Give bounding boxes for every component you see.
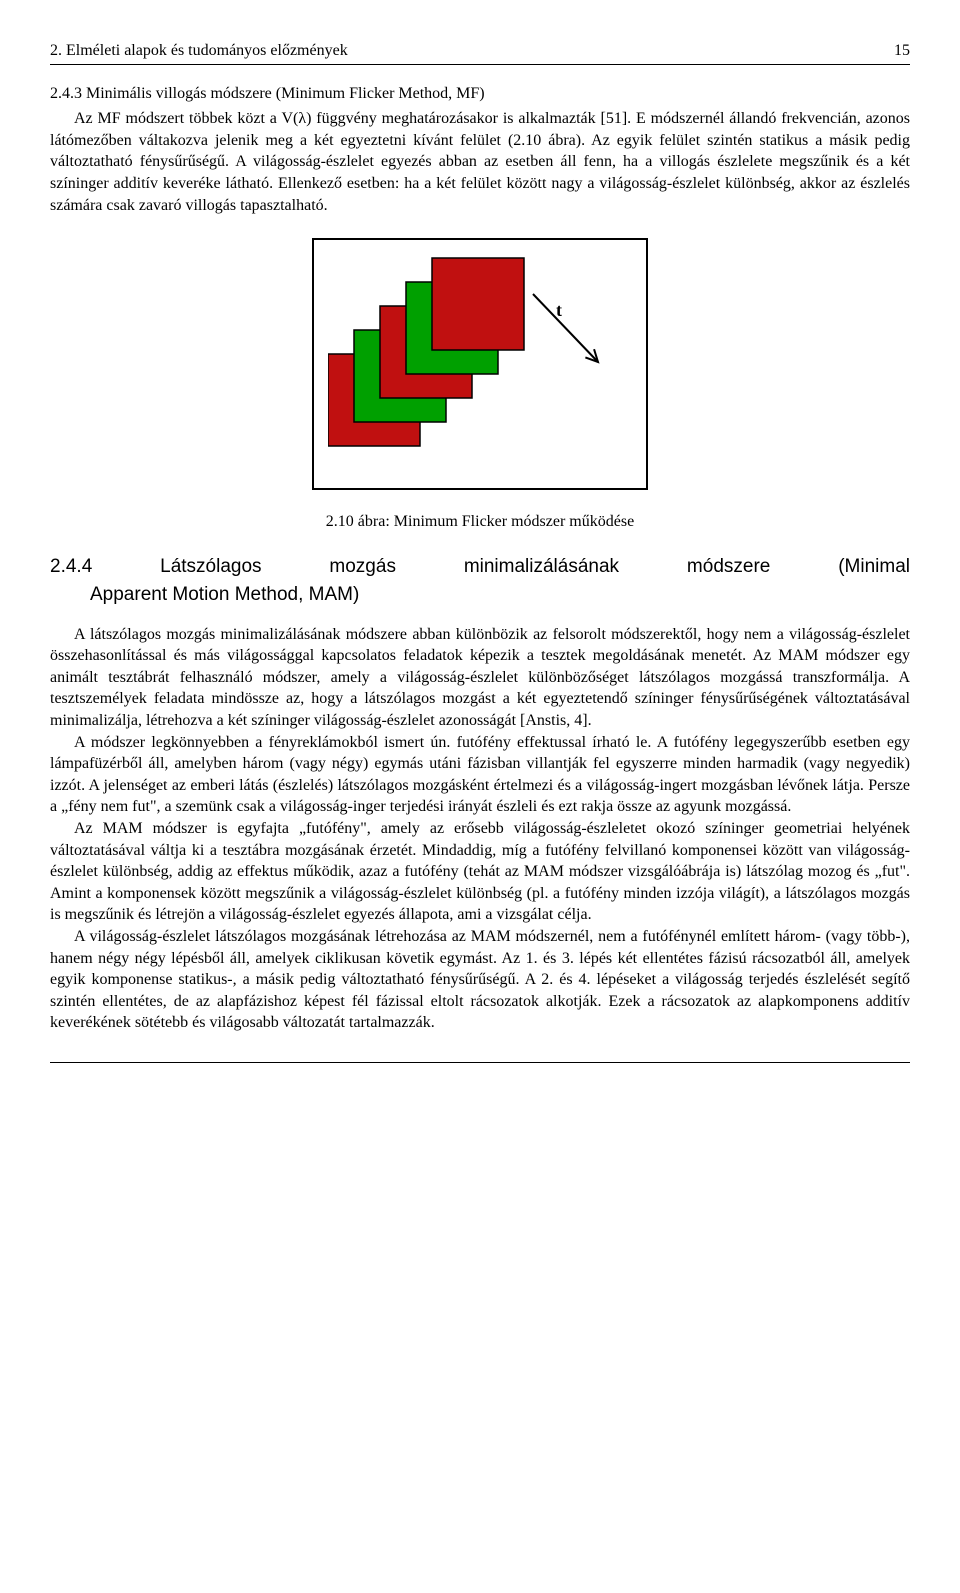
footer-rule [50,1062,910,1063]
page-number: 15 [894,40,910,62]
section-2-4-4-para2: A módszer legkönnyebben a fényreklámokbó… [50,732,910,818]
section-2-4-3-paragraph: Az MF módszert többek közt a V(λ) függvé… [50,108,910,216]
page-header: 2. Elméleti alapok és tudományos előzmén… [50,40,910,62]
figure-2-10-box: t [312,238,648,490]
section-2-4-4-para4: A világosság-észlelet látszólagos mozgás… [50,926,910,1034]
section-2-4-4-heading-line2: Apparent Motion Method, MAM) [90,582,910,608]
header-rule [50,64,910,65]
section-2-4-4-para1: A látszólagos mozgás minimalizálásának m… [50,624,910,732]
chapter-title: 2. Elméleti alapok és tudományos előzmén… [50,40,348,62]
figure-2-10-svg: t [328,254,628,474]
figure-2-10: t [50,238,910,497]
section-2-4-4-para3: Az MAM módszer is egyfajta „futófény", a… [50,818,910,926]
svg-text:t: t [556,300,562,320]
section-2-4-3-heading: 2.4.3 Minimális villogás módszere (Minim… [50,83,910,105]
figure-2-10-caption: 2.10 ábra: Minimum Flicker módszer működ… [50,511,910,533]
section-2-4-4-heading-line1: 2.4.4 Látszólagos mozgás minimalizálásán… [50,554,910,580]
